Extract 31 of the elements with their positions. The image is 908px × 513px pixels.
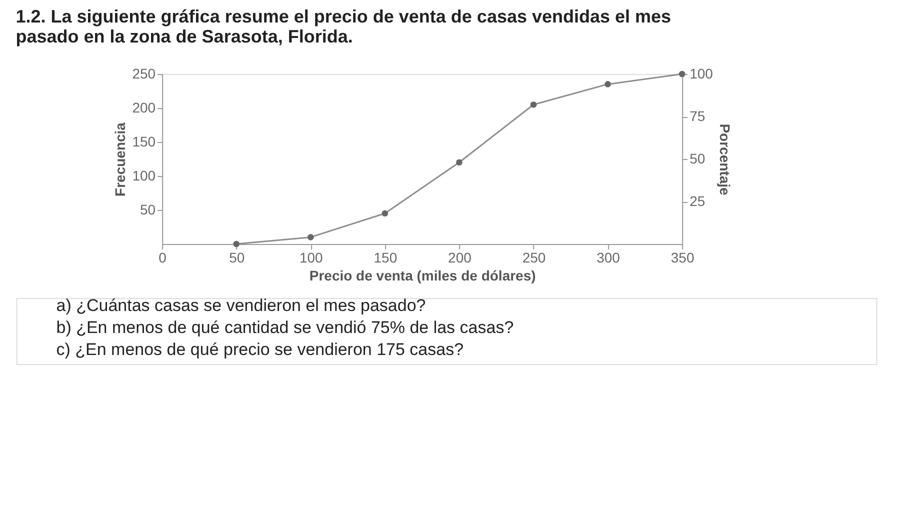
y-tick-label: 250 [132,66,156,82]
y2-tick-label: 50 [690,150,706,166]
y-axis-title: Frecuencia [112,122,128,196]
point [233,240,240,248]
text: b) ¿En menos de qué cantidad se vendió 75% de las casas? [56,318,514,337]
x-axis-title: Precio de venta (miles de dólares) [309,268,536,284]
x-tick-label: 50 [229,250,245,266]
y2-tick-label: 25 [690,193,706,209]
y2-tick-label: 75 [690,108,706,124]
x-tick-label: 300 [596,250,620,266]
y-tick-label: 100 [132,168,156,184]
y-tick-label: 200 [132,100,156,116]
text: c) ¿En menos de qué precio se vendieron 175 casas? [56,340,464,359]
point [307,234,314,240]
point [456,159,462,166]
point [382,210,388,217]
y-tick-label: 150 [132,134,156,150]
y2-axis-title: Porcentaje [716,124,733,196]
x-tick-label: 0 [158,250,167,266]
chart-title: 1.2. La siguiente gráfica resume el precio de venta de casas vendidas el mes pasado en la zona de Sarasota, Florida. [16,6,672,46]
point [530,101,537,108]
point [604,81,611,88]
x-tick-label: 150 [374,250,398,266]
point [678,70,686,78]
x-tick-label: 250 [522,250,546,266]
x-tick-label: 200 [448,250,472,266]
y-tick-label: 50 [140,202,156,218]
x-tick-label: 100 [299,250,324,266]
x-tick-label: 350 [670,250,694,266]
text: a) ¿Cuántas casas se vendieron el mes pasado? [56,296,426,315]
y2-tick-label: 100 [690,66,714,82]
